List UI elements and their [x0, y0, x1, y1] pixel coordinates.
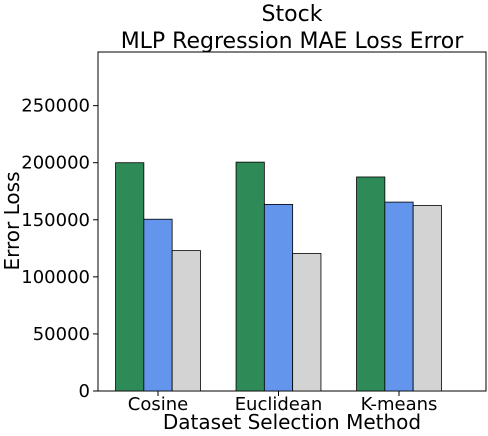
y-tick-label: 200000 [21, 153, 90, 174]
bar-series-2-euclidean [263, 203, 294, 392]
x-axis-ticks: Cosine Euclidean K-means [128, 391, 438, 415]
x-tick-label: Euclidean [235, 394, 323, 415]
y-tick-label: 150000 [21, 210, 90, 231]
x-tick-label: Cosine [128, 394, 188, 415]
y-tick-label: 250000 [21, 96, 90, 117]
bar-series-3-cosine [171, 250, 201, 392]
y-tick-label: 50000 [33, 324, 90, 345]
y-tick-label: 100000 [21, 267, 90, 288]
y-tick-label: 0 [79, 381, 90, 402]
bar-series-3-k-means [412, 205, 442, 392]
bar-series-3-euclidean [292, 253, 322, 392]
chart-title: Stock [262, 2, 323, 27]
bars-group [115, 161, 442, 392]
bar-series-1-euclidean [235, 161, 265, 392]
chart-subtitle: MLP Regression MAE Loss Error [121, 29, 465, 54]
y-axis-ticks: 0 50000 100000 150000 200000 250000 [21, 96, 98, 402]
bar-series-2-k-means [384, 201, 414, 392]
y-axis-label: Error Loss [0, 172, 24, 271]
x-tick-label: K-means [361, 394, 438, 415]
bar-series-1-k-means [356, 176, 386, 392]
x-axis-label: Dataset Selection Method [163, 410, 421, 434]
bar-series-2-cosine [143, 218, 173, 392]
bar-series-1-cosine [115, 162, 145, 392]
